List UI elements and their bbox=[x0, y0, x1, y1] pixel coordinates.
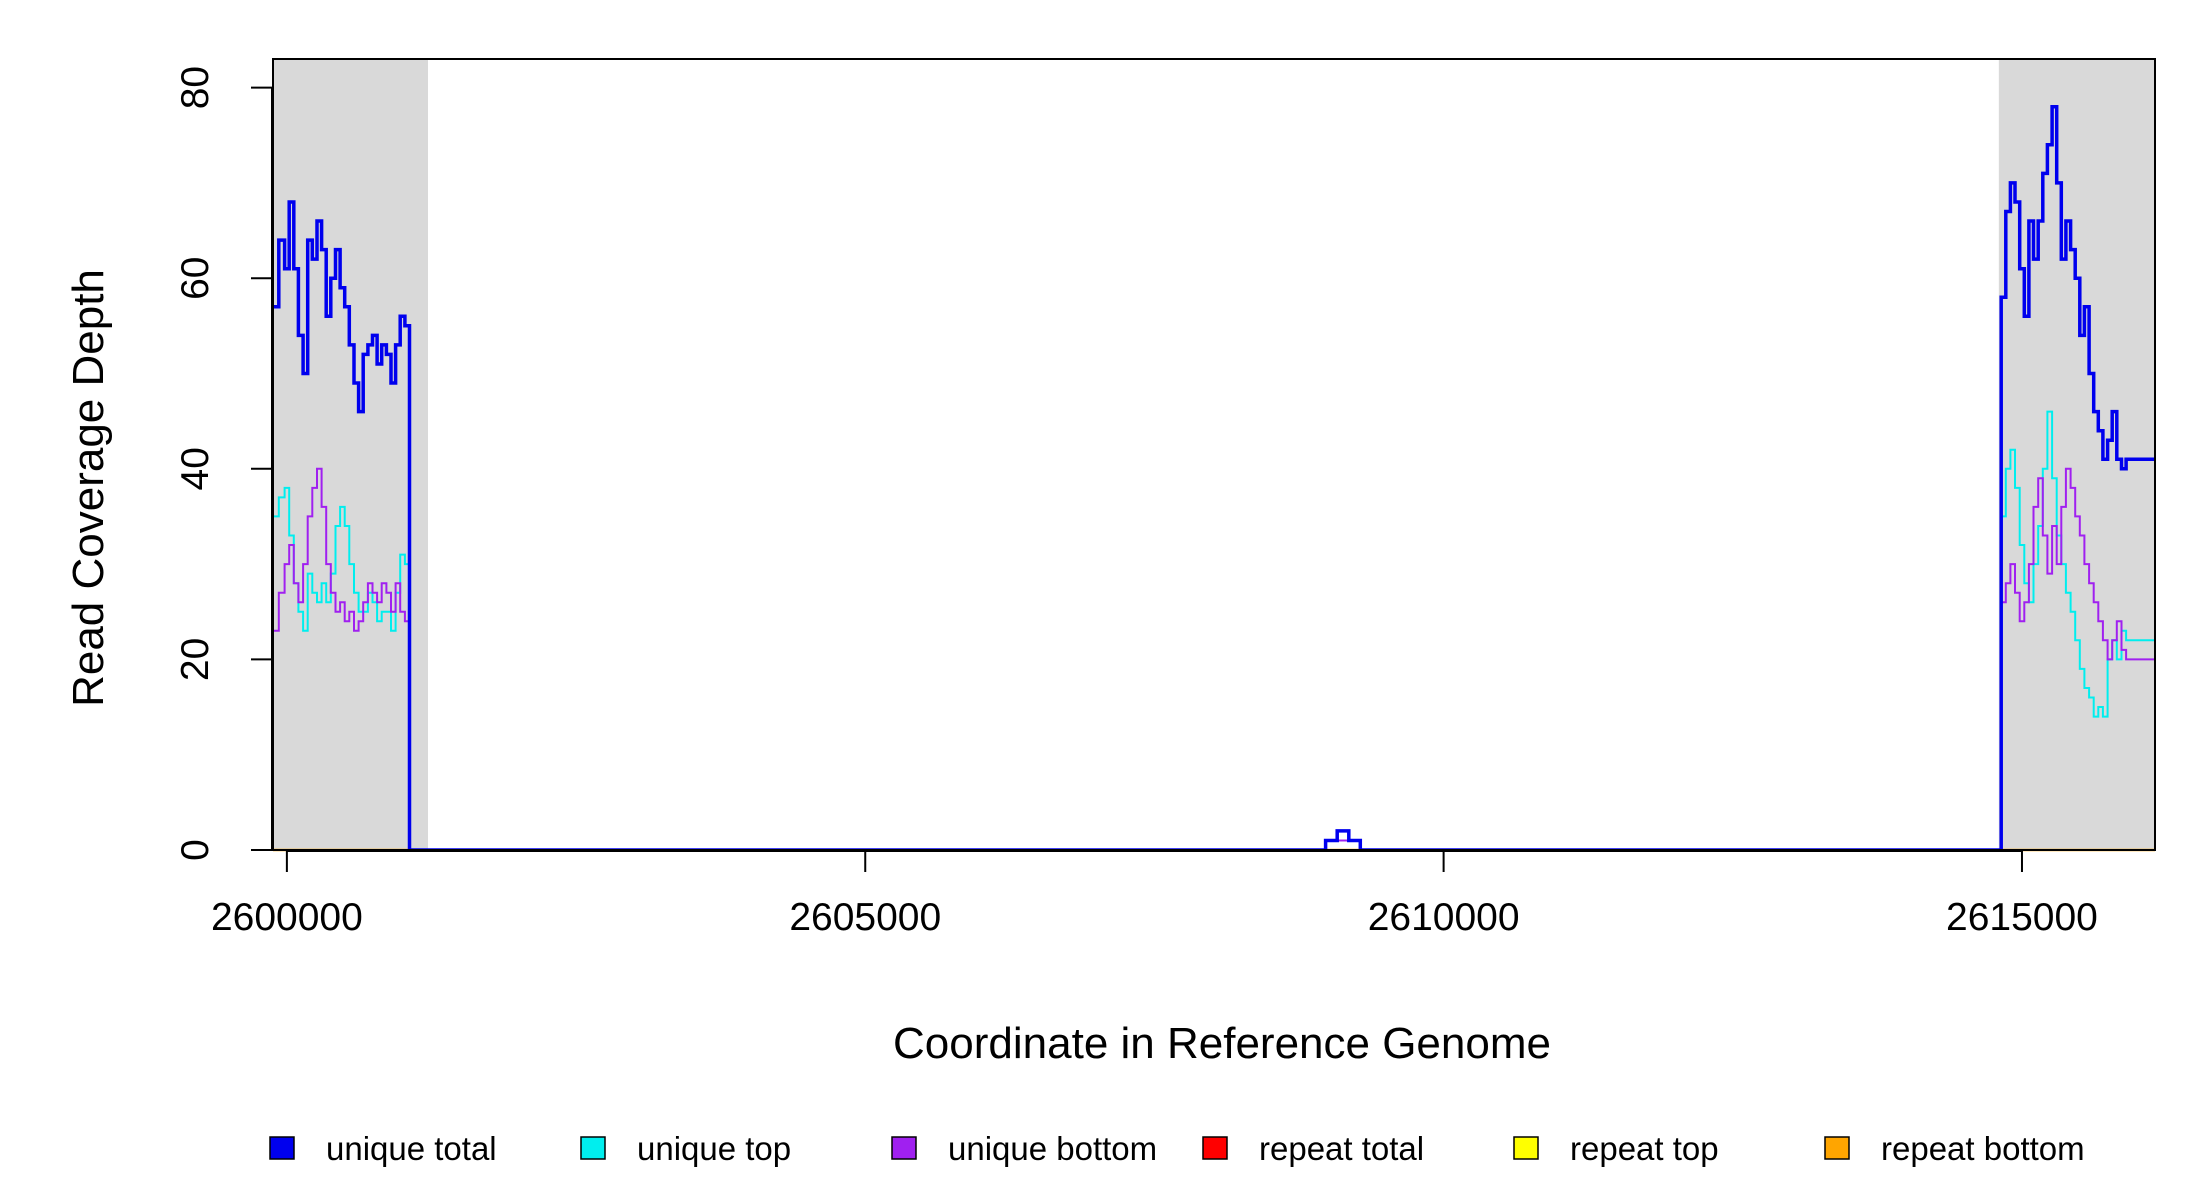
y-tick-label: 0 bbox=[174, 839, 217, 861]
legend-unique-bottom-swatch bbox=[891, 1136, 917, 1160]
series-unique-bottom bbox=[273, 467, 2155, 851]
x-tick-label: 2605000 bbox=[789, 896, 941, 939]
x-tick-label: 2615000 bbox=[1946, 896, 2098, 939]
legend-unique-total-swatch bbox=[269, 1136, 295, 1160]
x-axis-title: Coordinate in Reference Genome bbox=[893, 1019, 1551, 1068]
y-axis-title: Read Coverage Depth bbox=[64, 269, 113, 707]
y-tick-label: 20 bbox=[174, 638, 217, 681]
series-unique-total bbox=[273, 104, 2155, 852]
legend-repeat-top-label: repeat top bbox=[1570, 1130, 1719, 1167]
axes: 2600000 2605000 2610000 2615000 0 20 40 60 80 bbox=[174, 66, 2098, 939]
legend-repeat-top-swatch bbox=[1513, 1136, 1539, 1160]
series-lines bbox=[273, 104, 2155, 852]
legend-repeat-total-label: repeat total bbox=[1259, 1130, 1424, 1167]
shaded-region-0 bbox=[273, 59, 429, 850]
legend-unique-bottom-label: unique bottom bbox=[948, 1130, 1157, 1167]
shaded-regions bbox=[273, 59, 2155, 850]
x-tick-label: 2600000 bbox=[211, 896, 363, 939]
legend-repeat-total-swatch bbox=[1202, 1136, 1228, 1160]
legend-repeat-bottom-swatch bbox=[1824, 1136, 1850, 1160]
y-tick-label: 40 bbox=[174, 447, 217, 490]
series-unique-top bbox=[273, 410, 2155, 851]
legend-unique-total-label: unique total bbox=[326, 1130, 497, 1167]
legend-repeat-bottom-label: repeat bottom bbox=[1881, 1130, 2085, 1167]
legend-unique-top-swatch bbox=[580, 1136, 606, 1160]
legend-unique-top-label: unique top bbox=[637, 1130, 791, 1167]
x-tick-label: 2610000 bbox=[1368, 896, 1520, 939]
plot-frame bbox=[272, 58, 2156, 851]
y-tick-label: 80 bbox=[174, 66, 217, 109]
shaded-region-1 bbox=[1998, 59, 2155, 850]
legend: unique total unique top unique bottom repea… bbox=[269, 1130, 2085, 1167]
y-tick-label: 60 bbox=[174, 256, 217, 299]
